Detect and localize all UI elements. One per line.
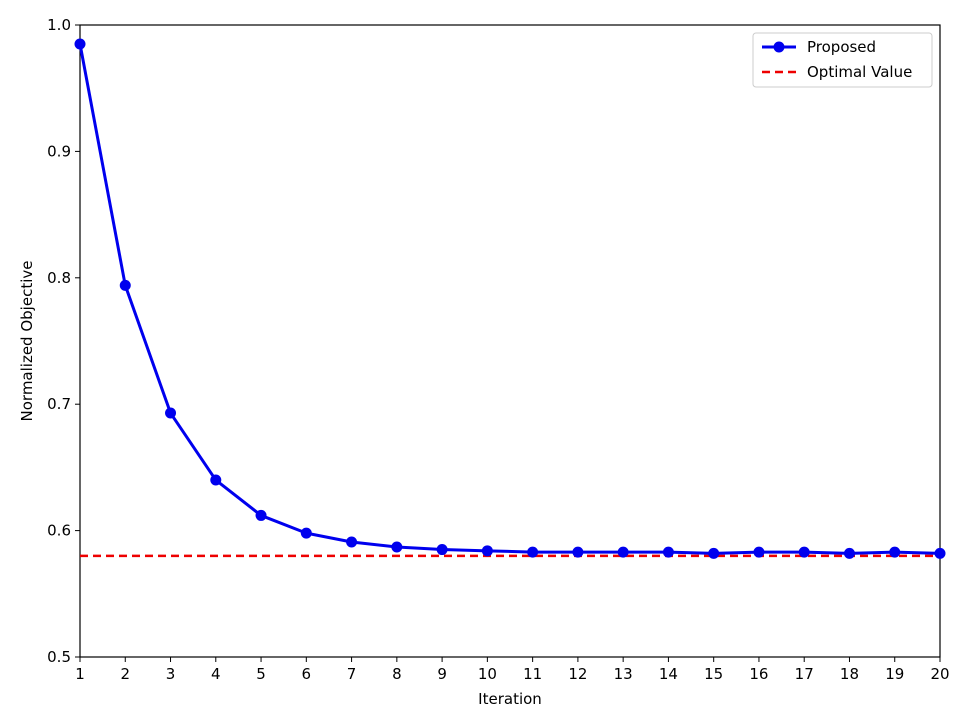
series-layer — [74, 38, 946, 559]
data-point — [119, 279, 131, 291]
y-tick-label: 0.8 — [47, 269, 71, 287]
x-tick-label: 5 — [256, 665, 266, 683]
x-tick-label: 4 — [211, 665, 221, 683]
x-tick-label: 19 — [885, 665, 904, 683]
legend-box — [752, 32, 933, 88]
plot-area — [79, 24, 941, 658]
data-point — [617, 546, 629, 558]
y-tick-label: 0.7 — [47, 395, 71, 413]
x-tick-label: 9 — [437, 665, 447, 683]
data-point — [798, 546, 810, 558]
x-tick-label: 10 — [478, 665, 497, 683]
legend-marker-proposed — [773, 41, 785, 53]
data-point — [753, 546, 765, 558]
x-tick-label: 1 — [75, 665, 85, 683]
legend-label-optimal-value: Optimal Value — [807, 63, 912, 81]
data-point — [934, 547, 946, 559]
x-tick-label: 7 — [347, 665, 357, 683]
x-tick-label: 17 — [795, 665, 814, 683]
series-line-proposed — [78, 43, 941, 555]
y-axis-label: Normalized Objective — [18, 261, 36, 422]
data-point — [662, 546, 674, 558]
y-tick-label: 0.9 — [47, 142, 71, 160]
data-point — [572, 546, 584, 558]
legend-label-proposed: Proposed — [807, 38, 876, 56]
x-tick-label: 20 — [930, 665, 949, 683]
y-axis-ticks: 0.5 0.6 0.7 0.8 0.9 1.0 — [47, 16, 80, 666]
data-point — [74, 38, 86, 50]
x-tick-label: 2 — [120, 665, 130, 683]
data-point — [527, 546, 539, 558]
data-point — [708, 547, 720, 559]
data-point — [300, 527, 312, 539]
x-tick-label: 8 — [392, 665, 402, 683]
y-tick-label: 0.6 — [47, 522, 71, 540]
data-point — [165, 407, 177, 419]
data-point — [391, 541, 403, 553]
data-point — [889, 546, 901, 558]
x-tick-label: 12 — [568, 665, 587, 683]
x-axis-ticks: 1 2 3 4 5 6 7 8 9 10 11 12 13 14 15 16 17 18 19 20 — [75, 657, 950, 683]
data-point — [255, 509, 267, 521]
x-tick-label: 15 — [704, 665, 723, 683]
x-tick-label: 6 — [302, 665, 312, 683]
x-axis-label: Iteration — [478, 690, 542, 708]
y-tick-label: 1.0 — [47, 16, 71, 34]
x-tick-label: 18 — [840, 665, 859, 683]
data-point — [210, 474, 222, 486]
x-tick-label: 14 — [659, 665, 678, 683]
x-tick-label: 16 — [749, 665, 768, 683]
data-point — [346, 536, 358, 548]
y-tick-label: 0.5 — [47, 648, 71, 666]
data-point — [481, 545, 493, 557]
x-tick-label: 3 — [166, 665, 176, 683]
legend: Proposed Optimal Value — [752, 32, 933, 88]
x-tick-label: 13 — [614, 665, 633, 683]
data-point — [436, 544, 448, 556]
data-point — [843, 547, 855, 559]
x-tick-label: 11 — [523, 665, 542, 683]
